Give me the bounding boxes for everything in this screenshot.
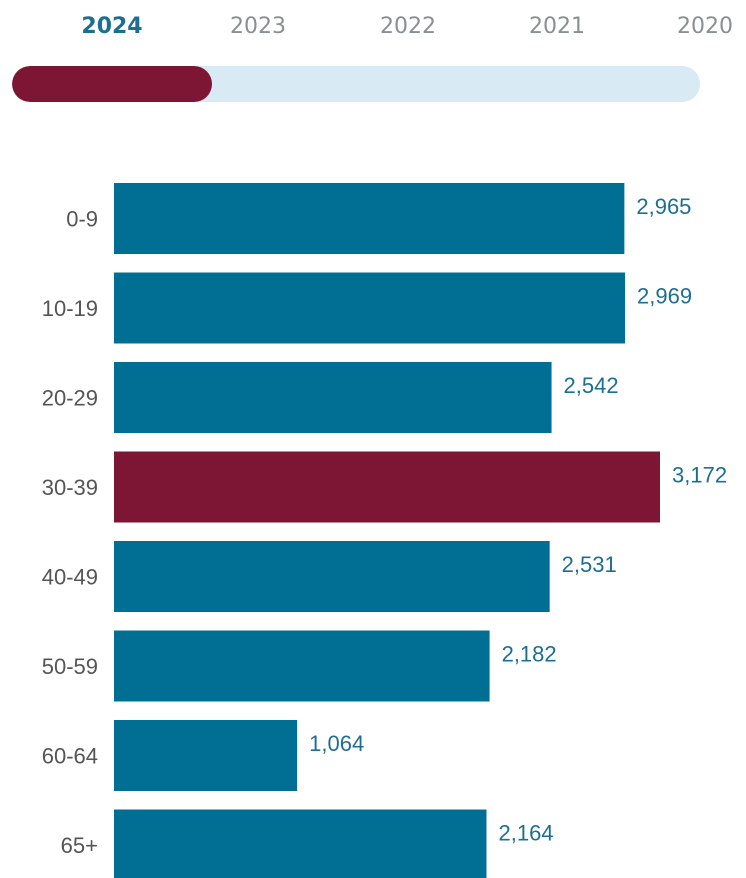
year-slider-fill[interactable] [12,66,212,102]
tab-year-2024[interactable]: 2024 [81,14,143,39]
bar-0-9 [114,183,625,254]
value-label-65plus: 2,164 [498,821,553,846]
tab-year-2022[interactable]: 2022 [380,14,436,39]
category-label-50-59: 50-59 [42,654,98,679]
value-label-60-64: 1,064 [309,731,364,756]
year-slider-track[interactable] [12,66,700,102]
bar-65plus [114,809,487,878]
tab-year-2023[interactable]: 2023 [230,14,286,39]
category-label-10-19: 10-19 [42,296,98,321]
category-label-30-39: 30-39 [42,475,98,500]
value-label-30-39: 3,172 [672,463,727,488]
value-label-40-49: 2,531 [562,552,617,577]
category-label-40-49: 40-49 [42,565,98,590]
tab-year-2020[interactable]: 2020 [677,14,733,39]
value-label-10-19: 2,969 [637,284,692,309]
bar-30-39 [114,451,660,523]
bar-50-59 [114,630,490,702]
tab-year-2021[interactable]: 2021 [529,14,585,39]
value-label-0-9: 2,965 [636,194,691,219]
category-label-0-9: 0-9 [66,207,98,232]
bar-20-29 [114,362,552,433]
bar-60-64 [114,720,298,791]
category-label-65plus: 65+ [61,833,98,858]
category-label-60-64: 60-64 [42,744,98,769]
category-label-20-29: 20-29 [42,386,98,411]
value-label-50-59: 2,182 [502,642,557,667]
value-label-20-29: 2,542 [564,373,619,398]
bar-40-49 [114,541,550,612]
bar-10-19 [114,272,626,344]
year-tab-bar: 2024 2023 2022 2021 2020 [0,0,746,60]
